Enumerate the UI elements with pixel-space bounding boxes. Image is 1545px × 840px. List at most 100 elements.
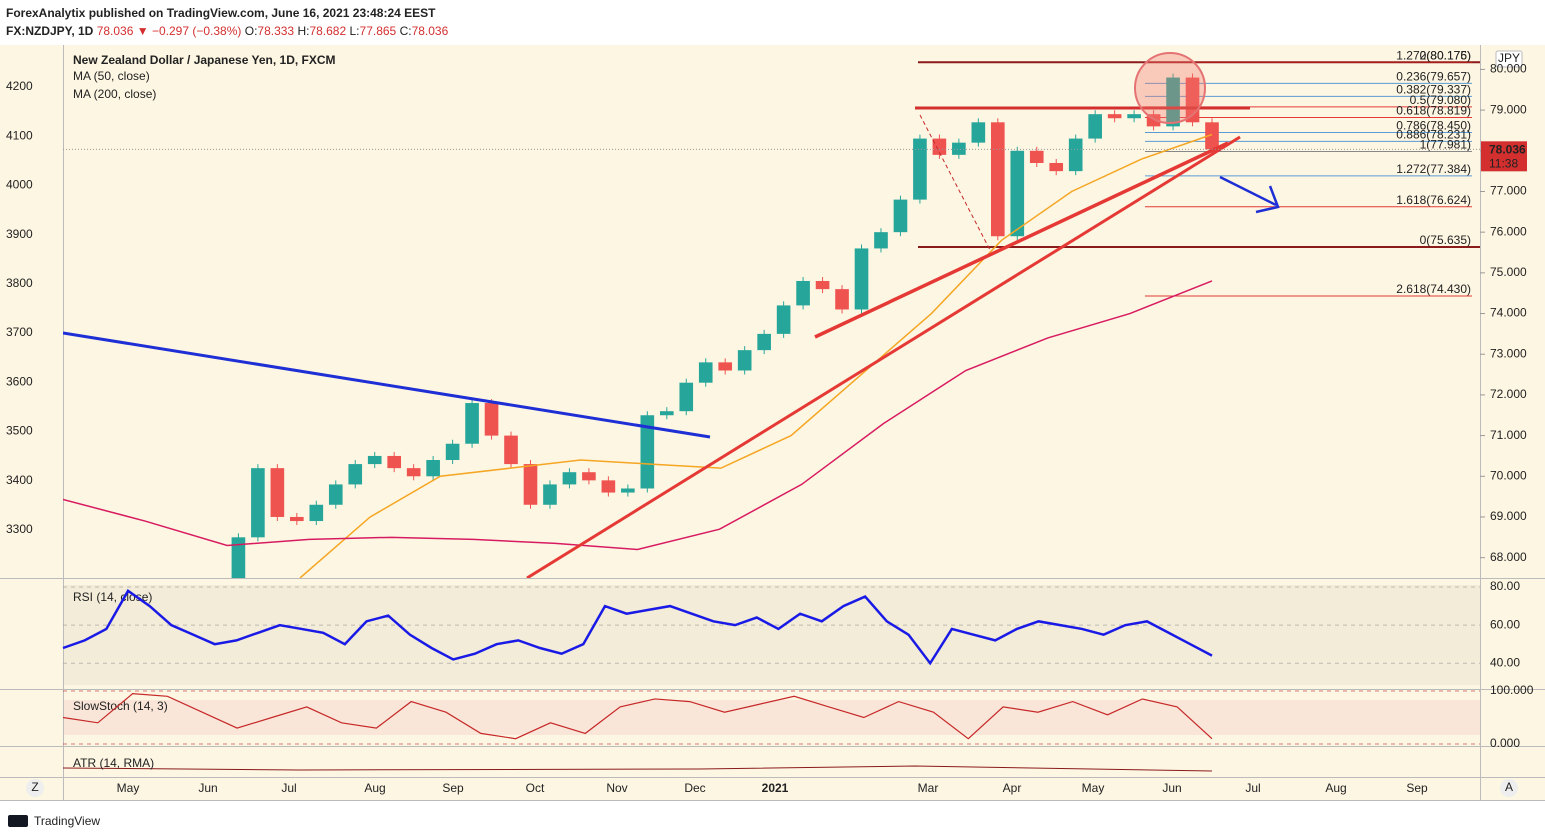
drawings [63, 52, 1280, 578]
left-tick-label: 4000 [6, 178, 33, 192]
ma-line [63, 280, 1213, 551]
candle [1205, 122, 1219, 150]
candle [854, 248, 869, 310]
candle [757, 333, 771, 351]
x-tick-label: Jun [198, 781, 217, 795]
y-tick-label: 71.000 [1490, 428, 1527, 442]
y-tick-label: 77.000 [1490, 184, 1527, 198]
candle [621, 488, 635, 493]
osc-tick-label: 60.00 [1490, 617, 1520, 631]
x-tick-label: Jul [281, 781, 296, 795]
a-label[interactable]: A [1505, 780, 1513, 794]
fib-label: 0(75.635) [1420, 233, 1471, 247]
candle [1049, 162, 1064, 172]
candle [387, 455, 402, 469]
rsi-band [63, 585, 1480, 685]
fib-label: 0.618(78.819) [1396, 104, 1471, 118]
candle [484, 403, 499, 436]
osc-tick-label: 40.00 [1490, 655, 1520, 669]
x-tick-label: May [117, 781, 140, 795]
fib-label: 0.886(78.231) [1396, 128, 1471, 142]
candle [679, 382, 694, 412]
rsi-title: RSI (14, close) [73, 590, 152, 604]
candle [290, 516, 304, 522]
osc-line [62, 693, 1213, 740]
ma-line [299, 133, 1213, 578]
osc-tick-label: 100.000 [1490, 683, 1534, 697]
candle [1166, 77, 1180, 127]
fib-label: 0.5(79.080) [1410, 93, 1471, 107]
fib-label: 1.414(80.683) [1396, 28, 1471, 42]
legend-ma200: MA (200, close) [73, 87, 156, 101]
candle [523, 464, 538, 505]
y-tick-label: 72.000 [1490, 387, 1527, 401]
x-tick-label: Oct [526, 781, 545, 795]
legend-ma50: MA (50, close) [73, 69, 150, 83]
candle [543, 484, 557, 505]
candle [776, 305, 791, 334]
left-tick-label: 4100 [6, 128, 33, 142]
background [0, 45, 1545, 801]
candle [698, 362, 713, 383]
z-label[interactable]: Z [31, 780, 38, 794]
y-tick-label: 76.000 [1490, 224, 1527, 238]
candle [893, 199, 908, 233]
ohlc-v: 78.682 [309, 24, 347, 38]
candle [1010, 150, 1025, 237]
candle [251, 468, 265, 538]
z-button[interactable] [26, 779, 44, 797]
brand: TradingView [34, 814, 100, 828]
a-button[interactable] [1500, 779, 1518, 797]
trendline [814, 141, 1229, 339]
fib-label: 0(80.175) [1420, 48, 1471, 62]
ohlc-v: 77.865 [359, 24, 397, 38]
fib-label: 1.618(76.624) [1396, 193, 1471, 207]
countdown: 11:38 [1489, 156, 1518, 170]
candle [932, 138, 947, 155]
left-tick-label: 3800 [6, 276, 33, 290]
x-tick-label: Sep [1406, 781, 1428, 795]
candle [348, 464, 363, 485]
x-tick-label: Mar [918, 781, 939, 795]
x-tick-label: Dec [684, 781, 705, 795]
left-tick-label: 3300 [6, 522, 33, 536]
main-pane: 1.414(80.683) 0(80.175)1.272(80.176) 0.236… [63, 28, 1480, 578]
x-tick-label: May [1082, 781, 1105, 795]
price-box [1481, 141, 1527, 172]
x-tick-label: Aug [364, 781, 385, 795]
currency: JPY [1498, 51, 1520, 65]
osc-tick-label: 0.000 [1490, 736, 1520, 750]
ohlc-k: L: [349, 24, 360, 38]
trendline [526, 135, 1241, 578]
candle [796, 280, 810, 306]
candle [874, 232, 888, 249]
candle [835, 289, 849, 310]
candle [1127, 114, 1141, 119]
separators [0, 45, 1545, 801]
x-tick-label: Jul [1245, 781, 1260, 795]
y-tick-label: 70.000 [1490, 468, 1527, 482]
candle [231, 537, 246, 578]
y-tick-label: 69.000 [1490, 509, 1527, 523]
candle [582, 472, 596, 481]
y-tick-label: 73.000 [1490, 346, 1527, 360]
ohlc-k: O: [244, 24, 258, 38]
header: ForexAnalytix published on TradingView.c… [6, 4, 448, 40]
left-tick-label: 4200 [6, 79, 33, 93]
fib-label: 0.236(79.657) [1396, 70, 1471, 84]
fib-label: 0.382(79.337) [1396, 83, 1471, 97]
atr-title: ATR (14, RMA) [73, 756, 154, 770]
highlight [1134, 52, 1206, 124]
osc-tick-label: 80.00 [1490, 579, 1520, 593]
x-tick-label: Aug [1325, 781, 1346, 795]
price-label: 78.036 [1489, 142, 1526, 156]
ohlc-v: 78.333 [257, 24, 295, 38]
ohlc-v: 78.036 [411, 24, 449, 38]
candle [426, 460, 440, 477]
candle [718, 362, 733, 371]
fib-label: 1.272(80.176) [1396, 48, 1471, 62]
y-tick-label: 75.000 [1490, 265, 1527, 279]
left-tick-label: 3500 [6, 424, 33, 438]
